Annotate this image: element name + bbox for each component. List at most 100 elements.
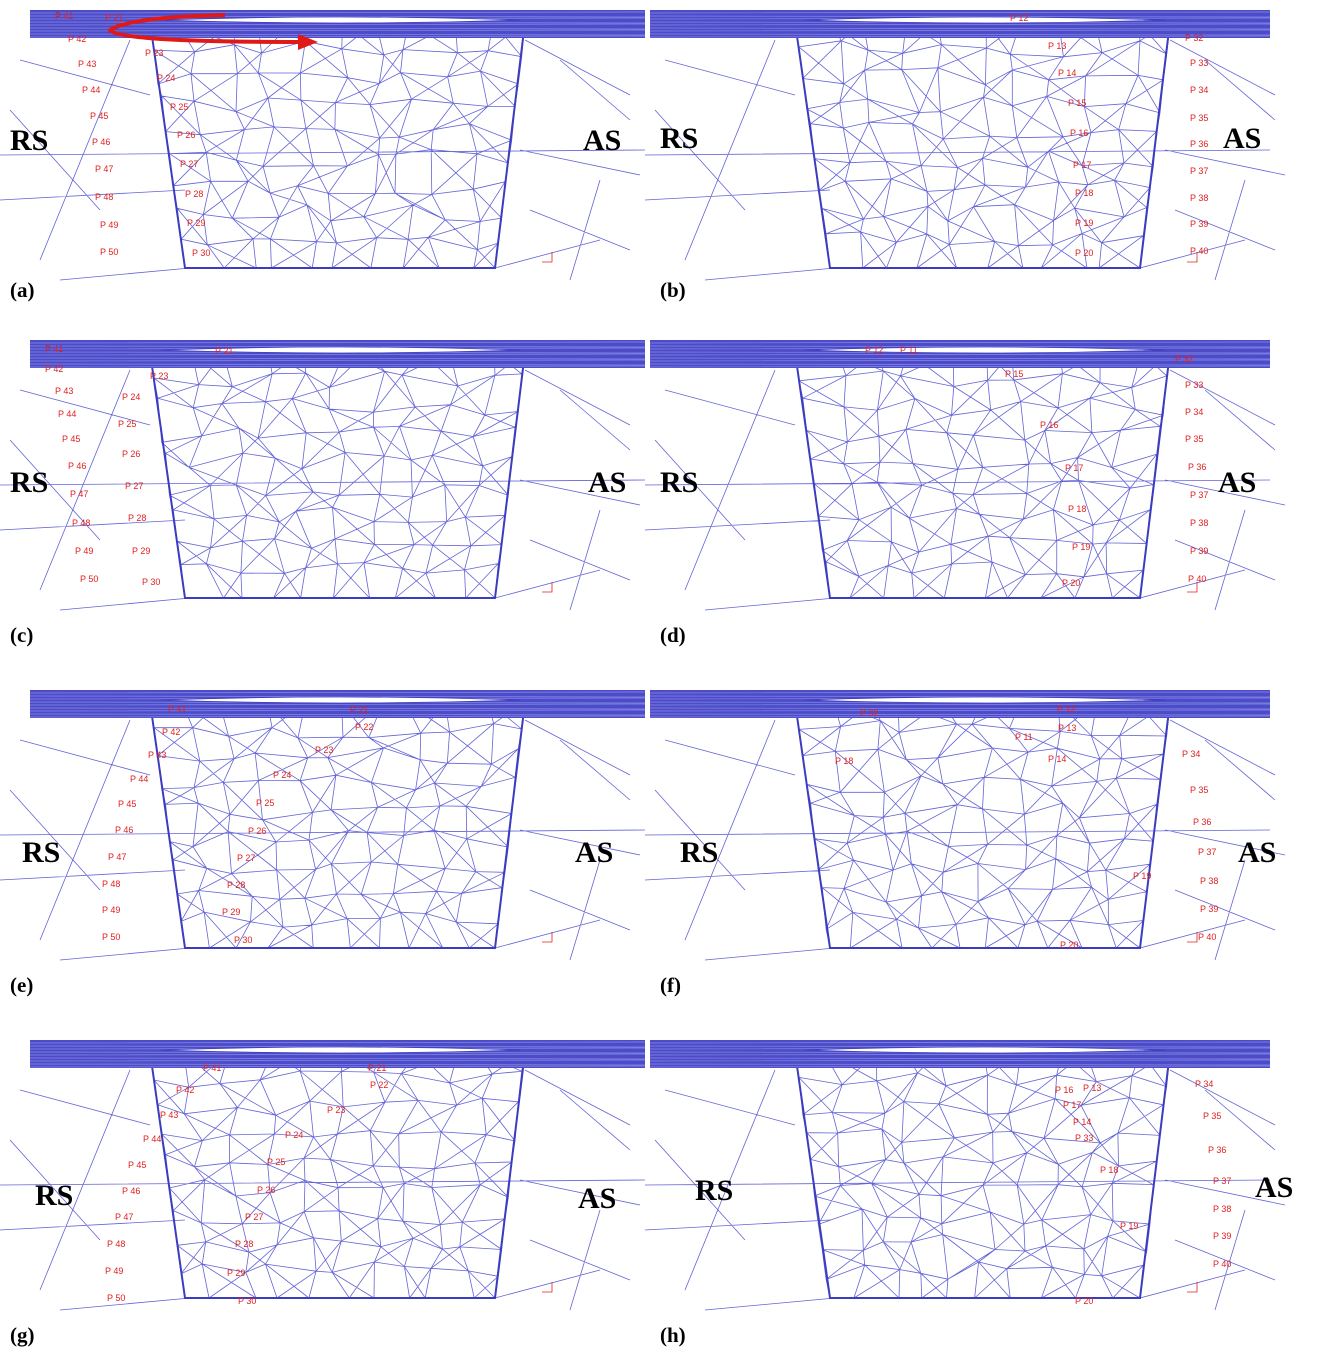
particle-label: P 22 (355, 722, 373, 732)
particle-label: P 20 (1062, 578, 1080, 588)
particle-label: P 49 (100, 220, 118, 230)
particle-label: P 21 (350, 705, 368, 715)
side-label: AS (578, 1182, 616, 1215)
particle-label: P 16 (1055, 1085, 1073, 1095)
particle-label: P 11 (900, 345, 918, 355)
particle-label: P 38 (1190, 193, 1208, 203)
particle-label: P 19 (1072, 542, 1090, 552)
particle-label: P 19 (1075, 218, 1093, 228)
particle-label: P 14 (1058, 68, 1076, 78)
particle-label: P 17 (1073, 160, 1091, 170)
particle-label: P 46 (92, 137, 110, 147)
particle-label: P 36 (1208, 1145, 1226, 1155)
particle-label: P 48 (72, 518, 90, 528)
background (0, 0, 1319, 1357)
particle-label: P 18 (1075, 188, 1093, 198)
particle-label: P 33 (1185, 380, 1203, 390)
particle-label: P 37 (1198, 847, 1216, 857)
side-label: RS (22, 836, 60, 869)
figure: RS AS (a) P 41 P 21 P 42 P 23 P 43 P 24 P 44 P 25 P… (0, 0, 1319, 1357)
particle-label: P 21 (368, 1063, 386, 1073)
particle-label: P 38 (1190, 518, 1208, 528)
side-label: AS (1218, 466, 1256, 499)
particle-label: P 35 (1203, 1111, 1221, 1121)
particle-label: P 27 (245, 1212, 263, 1222)
particle-label: P 47 (115, 1212, 133, 1222)
particle-label: P 29 (222, 907, 240, 917)
panel-label: (b) (660, 278, 686, 302)
particle-label: P 27 (237, 853, 255, 863)
particle-label: P 46 (68, 461, 86, 471)
side-label: RS (660, 466, 698, 499)
particle-label: P 29 (187, 218, 205, 228)
side-label: RS (695, 1174, 733, 1207)
particle-label: P 50 (100, 247, 118, 257)
particle-label: P 41 (168, 704, 186, 714)
side-label: AS (583, 124, 621, 157)
particle-label: P 25 (267, 1157, 285, 1167)
particle-label: P 40 (1198, 932, 1216, 942)
particle-label: P 20 (1075, 248, 1093, 258)
particle-label: P 15 (1068, 98, 1086, 108)
particle-label: P 45 (90, 111, 108, 121)
particle-label: P 19 (1120, 1221, 1138, 1231)
particle-label: P 40 (1188, 574, 1206, 584)
particle-label: P 21 (105, 13, 123, 23)
particle-label: P 44 (58, 409, 76, 419)
panel-label: (d) (660, 623, 686, 647)
particle-label: P 32 (1175, 354, 1193, 364)
particle-label: P 28 (185, 189, 203, 199)
particle-label: P 37 (1190, 490, 1208, 500)
particle-label: P 35 (1185, 434, 1203, 444)
particle-label: P 48 (95, 192, 113, 202)
particle-label: P 35 (1190, 113, 1208, 123)
particle-label: P 23 (145, 48, 163, 58)
particle-label: P 23 (315, 745, 333, 755)
particle-label: P 24 (285, 1130, 303, 1140)
panel-label: (h) (660, 1323, 686, 1347)
particle-label: P 40 (1190, 246, 1208, 256)
particle-label: P 23 (150, 371, 168, 381)
side-label: RS (660, 122, 698, 155)
particle-label: P 50 (102, 932, 120, 942)
particle-label: P 42 (68, 34, 86, 44)
panel-label: (a) (10, 278, 35, 302)
particle-label: P 41 (55, 11, 73, 21)
particle-label: P 12 (1010, 13, 1028, 23)
particle-label: P 39 (1200, 904, 1218, 914)
particle-label: P 20 (1075, 1296, 1093, 1306)
side-label: RS (680, 836, 718, 869)
particle-label: P 39 (1190, 219, 1208, 229)
particle-label: P 17 (1065, 463, 1083, 473)
particle-label: P 34 (1182, 749, 1200, 759)
particle-label: P 33 (1075, 1133, 1093, 1143)
side-label: RS (10, 466, 48, 499)
particle-label: P 32 (860, 708, 878, 718)
particle-label: P 21 (215, 346, 233, 356)
particle-label: P 15 (1005, 369, 1023, 379)
particle-label: P 45 (118, 799, 136, 809)
particle-label: P 48 (102, 879, 120, 889)
particle-label: P 47 (70, 489, 88, 499)
particle-label: P 28 (235, 1239, 253, 1249)
particle-label: P 17 (1063, 1100, 1081, 1110)
particle-label: P 35 (1190, 785, 1208, 795)
particle-label: P 18 (1100, 1165, 1118, 1175)
particle-label: P 30 (142, 577, 160, 587)
particle-label: P 24 (273, 770, 291, 780)
particle-label: P 27 (180, 159, 198, 169)
particle-label: P 11 (1015, 732, 1033, 742)
particle-label: P 34 (1185, 407, 1203, 417)
particle-label: P 29 (132, 546, 150, 556)
particle-label: P 44 (130, 774, 148, 784)
particle-label: P 33 (1190, 58, 1208, 68)
particle-label: P 49 (105, 1266, 123, 1276)
particle-label: P 28 (227, 880, 245, 890)
side-label: AS (575, 836, 613, 869)
particle-label: P 12 (1057, 704, 1075, 714)
particle-label: P 42 (176, 1085, 194, 1095)
particle-label: P 43 (78, 59, 96, 69)
side-label: AS (588, 466, 626, 499)
particle-label: P 30 (234, 935, 252, 945)
particle-label: P 41 (203, 1063, 221, 1073)
